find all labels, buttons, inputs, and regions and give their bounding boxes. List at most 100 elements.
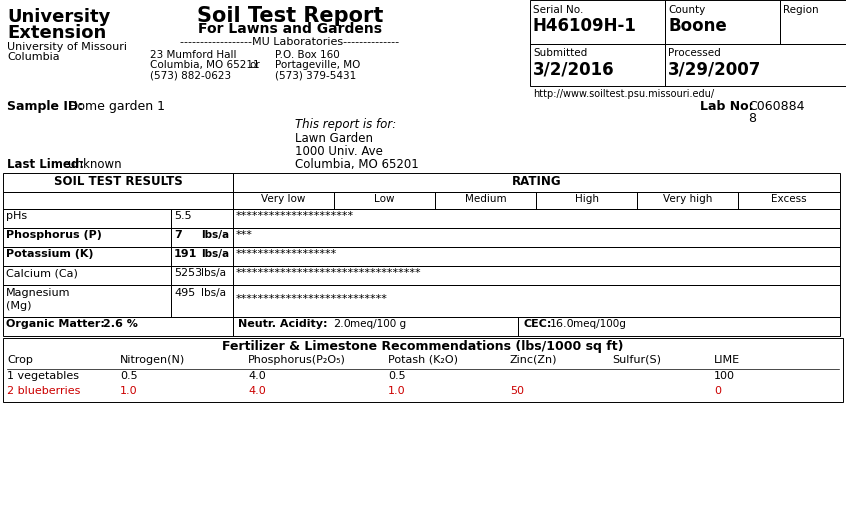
- Bar: [171, 247, 233, 266]
- Bar: [637, 192, 738, 209]
- Bar: [3, 247, 171, 266]
- Text: Last Limed:: Last Limed:: [7, 158, 84, 171]
- Text: meq/100g: meq/100g: [573, 319, 626, 329]
- Text: Columbia: Columbia: [7, 52, 59, 62]
- Bar: [171, 285, 233, 317]
- Text: RATING: RATING: [512, 175, 561, 188]
- Text: lbs/a: lbs/a: [201, 249, 229, 259]
- Text: 5.5: 5.5: [174, 211, 192, 221]
- Bar: [3, 266, 171, 285]
- Bar: [738, 192, 840, 209]
- Bar: [530, 44, 665, 86]
- Text: 0.5: 0.5: [388, 371, 405, 381]
- Text: ***: ***: [236, 230, 253, 240]
- Text: 8: 8: [748, 112, 756, 125]
- Text: Columbia, MO 65201: Columbia, MO 65201: [295, 158, 419, 171]
- Bar: [3, 317, 233, 336]
- Text: Lab No:: Lab No:: [700, 100, 754, 113]
- Text: Phosphorus (P): Phosphorus (P): [6, 230, 102, 240]
- Text: 4.0: 4.0: [248, 386, 266, 396]
- Text: 495: 495: [174, 288, 195, 298]
- Text: University: University: [7, 8, 110, 26]
- Text: (573) 882-0623: (573) 882-0623: [150, 70, 231, 80]
- Bar: [665, 44, 846, 86]
- Text: http://www.soiltest.psu.missouri.edu/: http://www.soiltest.psu.missouri.edu/: [533, 89, 714, 99]
- Text: Zinc(Zn): Zinc(Zn): [510, 355, 558, 365]
- Text: CEC:: CEC:: [523, 319, 552, 329]
- Bar: [3, 173, 233, 192]
- Text: ------------------MU Laboratories--------------: ------------------MU Laboratories-------…: [180, 37, 399, 47]
- Text: Processed: Processed: [668, 48, 721, 58]
- Text: Magnesium: Magnesium: [6, 288, 70, 298]
- Text: This report is for:: This report is for:: [295, 118, 396, 131]
- Text: Boone: Boone: [668, 17, 727, 35]
- Text: For Lawns and Gardens: For Lawns and Gardens: [198, 22, 382, 36]
- Bar: [3, 209, 171, 228]
- Text: 7: 7: [174, 230, 182, 240]
- Text: Organic Matter:: Organic Matter:: [6, 319, 105, 329]
- Text: County: County: [668, 5, 706, 15]
- Bar: [435, 192, 536, 209]
- Text: 3/29/2007: 3/29/2007: [668, 60, 761, 78]
- Text: Extension: Extension: [7, 24, 107, 42]
- Bar: [3, 192, 233, 209]
- Bar: [233, 317, 518, 336]
- Text: Phosphorus(P₂O₅): Phosphorus(P₂O₅): [248, 355, 346, 365]
- Text: Sample ID:: Sample ID:: [7, 100, 83, 113]
- Text: Crop: Crop: [7, 355, 33, 365]
- Text: 1.0: 1.0: [388, 386, 405, 396]
- Bar: [530, 0, 665, 44]
- Text: Very low: Very low: [261, 194, 305, 204]
- Text: (573) 379-5431: (573) 379-5431: [275, 70, 356, 80]
- Text: lbs/a: lbs/a: [201, 230, 229, 240]
- Text: Medium: Medium: [464, 194, 506, 204]
- Bar: [780, 0, 846, 44]
- Text: Potash (K₂O): Potash (K₂O): [388, 355, 458, 365]
- Bar: [3, 338, 843, 402]
- Text: pHs: pHs: [6, 211, 27, 221]
- Text: 50: 50: [510, 386, 524, 396]
- Text: Portageville, MO: Portageville, MO: [275, 60, 360, 70]
- Bar: [233, 192, 334, 209]
- Text: unknown: unknown: [68, 158, 122, 171]
- Text: 191: 191: [174, 249, 197, 259]
- Bar: [536, 192, 637, 209]
- Text: Potassium (K): Potassium (K): [6, 249, 94, 259]
- Text: 1 vegetables: 1 vegetables: [7, 371, 79, 381]
- Bar: [518, 317, 840, 336]
- Text: P.O. Box 160: P.O. Box 160: [275, 50, 340, 60]
- Bar: [665, 0, 780, 44]
- Text: Sulfur(S): Sulfur(S): [612, 355, 661, 365]
- Text: Neutr. Acidity:: Neutr. Acidity:: [238, 319, 327, 329]
- Text: or: or: [250, 60, 261, 70]
- Text: Very high: Very high: [662, 194, 712, 204]
- Text: Nitrogen(N): Nitrogen(N): [120, 355, 185, 365]
- Text: 23 Mumford Hall: 23 Mumford Hall: [150, 50, 237, 60]
- Text: 5253: 5253: [174, 268, 202, 278]
- Text: 2.6 %: 2.6 %: [103, 319, 138, 329]
- Bar: [233, 173, 840, 192]
- Bar: [171, 209, 233, 228]
- Bar: [3, 285, 171, 317]
- Text: ******************: ******************: [236, 249, 338, 259]
- Text: LIME: LIME: [714, 355, 740, 365]
- Text: Region: Region: [783, 5, 819, 15]
- Text: Home garden 1: Home garden 1: [68, 100, 165, 113]
- Text: Lawn Garden: Lawn Garden: [295, 132, 373, 145]
- Bar: [233, 285, 840, 317]
- Bar: [233, 247, 840, 266]
- Text: 16.0: 16.0: [550, 319, 574, 329]
- Text: 2 blueberries: 2 blueberries: [7, 386, 80, 396]
- Bar: [3, 228, 171, 247]
- Bar: [233, 209, 840, 228]
- Text: 2.0: 2.0: [333, 319, 351, 329]
- Text: C060884: C060884: [748, 100, 805, 113]
- Text: High: High: [574, 194, 598, 204]
- Text: Submitted: Submitted: [533, 48, 587, 58]
- Text: Low: Low: [374, 194, 395, 204]
- Text: Calcium (Ca): Calcium (Ca): [6, 268, 78, 278]
- Text: ***************************: ***************************: [236, 294, 387, 304]
- Text: (Mg): (Mg): [6, 301, 31, 311]
- Text: Excess: Excess: [772, 194, 807, 204]
- Text: *********************************: *********************************: [236, 268, 421, 278]
